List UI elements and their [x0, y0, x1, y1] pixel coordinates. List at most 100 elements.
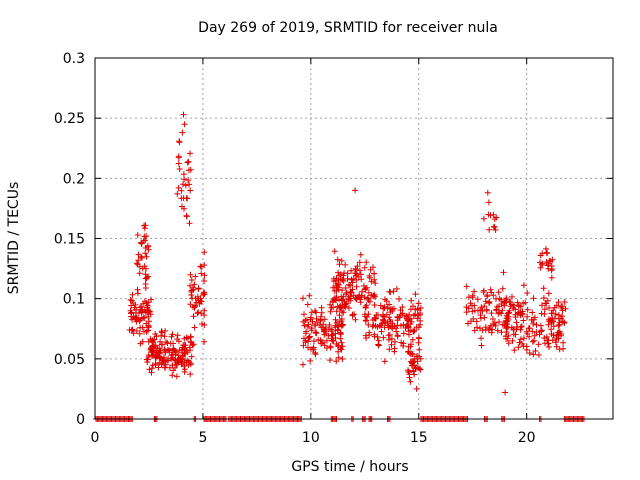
data-point: [560, 345, 567, 352]
data-point: [406, 374, 413, 381]
data-point: [348, 267, 355, 274]
y-tick-label: 0.1: [63, 292, 85, 308]
data-point: [549, 337, 556, 344]
data-point: [409, 360, 416, 367]
data-point: [307, 316, 314, 323]
data-point: [531, 337, 537, 344]
data-point: [524, 306, 531, 313]
data-point: [132, 314, 139, 321]
data-point: [488, 310, 495, 317]
data-point: [308, 325, 315, 332]
data-point: [496, 303, 502, 310]
data-point: [538, 328, 545, 335]
data-point: [530, 351, 537, 358]
data-point: [342, 301, 349, 308]
data-point: [354, 263, 361, 270]
data-point: [381, 303, 388, 310]
data-point: [133, 260, 140, 267]
data-point: [140, 314, 147, 321]
data-point: [500, 269, 507, 276]
data-point: [201, 312, 208, 319]
data-point: [141, 225, 148, 232]
data-point: [406, 331, 412, 338]
data-point: [417, 321, 424, 328]
data-point: [352, 316, 359, 323]
data-point: [561, 299, 568, 305]
data-point: [133, 306, 140, 313]
data-point: [488, 289, 495, 296]
data-point: [306, 333, 313, 340]
data-point: [138, 253, 144, 260]
data-point: [560, 339, 567, 346]
data-point: [186, 181, 193, 188]
data-point: [157, 355, 164, 362]
data-point: [311, 338, 317, 345]
data-point: [301, 335, 307, 342]
data-point: [300, 361, 306, 368]
data-point: [352, 187, 359, 194]
data-point: [168, 352, 175, 359]
data-point: [187, 301, 194, 308]
data-point: [156, 359, 163, 366]
data-point: [378, 328, 385, 335]
data-point: [302, 317, 309, 324]
data-point: [548, 274, 555, 281]
data-point: [339, 297, 346, 303]
data-point: [201, 338, 208, 345]
data-point: [526, 350, 533, 356]
data-point: [327, 308, 334, 315]
data-point: [517, 336, 524, 343]
data-point: [539, 260, 546, 267]
data-point: [163, 339, 169, 345]
data-point: [137, 317, 144, 323]
data-point: [417, 311, 423, 318]
data-point: [335, 323, 342, 330]
data-point: [136, 270, 143, 277]
data-point: [516, 339, 523, 346]
data-point: [356, 267, 363, 274]
data-point: [485, 199, 492, 206]
data-point: [494, 327, 501, 334]
data-point: [342, 285, 349, 291]
data-point: [200, 292, 207, 298]
data-point: [495, 310, 502, 317]
data-point: [520, 335, 527, 342]
data-point: [145, 352, 152, 359]
data-point: [175, 357, 181, 364]
data-point: [192, 273, 199, 280]
data-point: [352, 295, 359, 302]
data-point: [371, 270, 378, 277]
data-point: [495, 289, 502, 296]
data-point: [330, 304, 337, 311]
data-point: [318, 313, 324, 320]
data-point: [134, 261, 141, 268]
data-point: [176, 166, 183, 172]
x-tick-label: 0: [91, 430, 100, 446]
data-point: [334, 256, 341, 263]
data-point: [509, 293, 515, 300]
data-point: [164, 340, 171, 347]
data-point: [337, 330, 344, 337]
data-point: [416, 346, 423, 353]
data-point: [481, 303, 488, 310]
data-point: [558, 315, 564, 322]
data-point: [544, 250, 551, 257]
data-point: [381, 324, 388, 331]
data-point: [375, 342, 382, 349]
y-tick-label: 0.3: [63, 51, 85, 67]
data-point: [167, 364, 173, 371]
data-point: [471, 327, 478, 334]
data-point: [414, 307, 421, 313]
data-point: [333, 358, 340, 365]
data-point: [472, 307, 478, 314]
data-point: [347, 282, 354, 289]
data-point: [393, 285, 400, 292]
data-point: [145, 243, 151, 250]
data-point: [183, 195, 190, 202]
data-point: [352, 270, 358, 277]
data-point: [305, 344, 311, 351]
data-point: [499, 285, 506, 292]
data-point: [417, 305, 424, 311]
data-point: [509, 337, 516, 344]
